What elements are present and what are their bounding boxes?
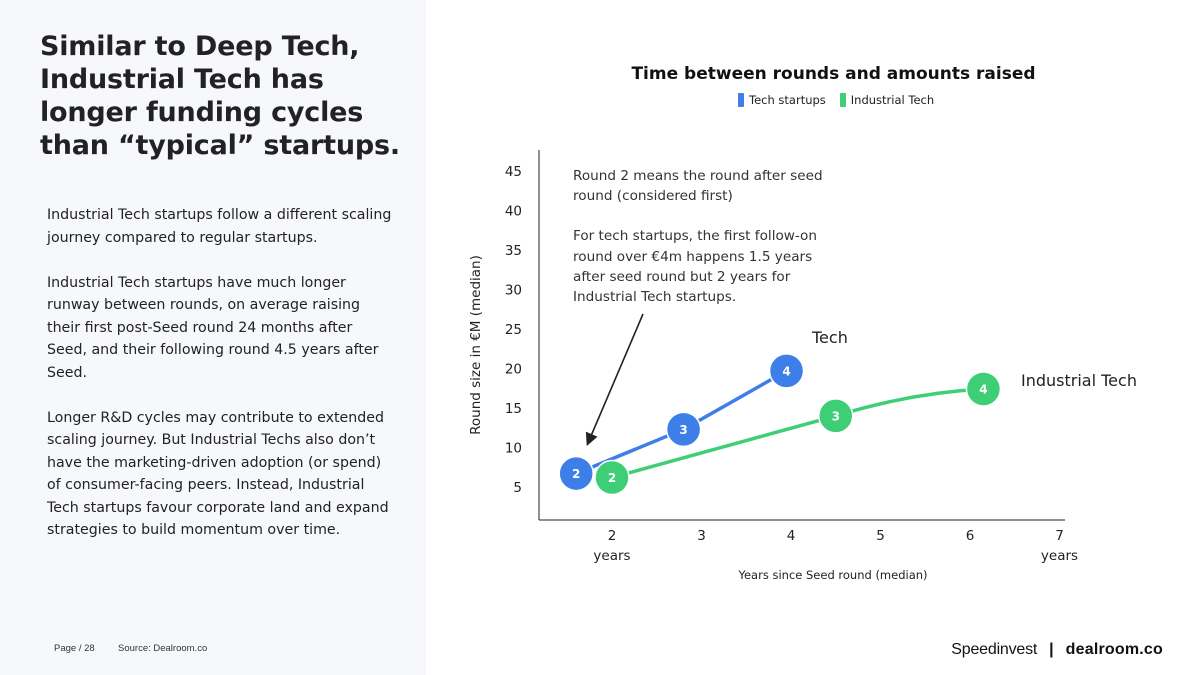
y-tick-label: 5 (513, 480, 522, 496)
data-point-label-tech: 4 (782, 364, 790, 378)
legend-swatch-industrial (839, 93, 846, 107)
x-axis-label: Years since Seed round (median) (737, 568, 927, 582)
data-point-label-industrial: 2 (608, 471, 616, 485)
data-point-tech (558, 455, 594, 492)
y-tick-label: 40 (505, 204, 522, 220)
x-tick-label: 3 (697, 528, 706, 544)
dealroom-logo: dealroom.co (1065, 641, 1163, 658)
annotation-gap (573, 206, 823, 226)
body-text: Industrial Tech startups follow a differ… (47, 204, 392, 564)
y-tick-label: 35 (505, 243, 522, 259)
legend-label-industrial: Industrial Tech (850, 93, 935, 107)
data-point-industrial (594, 459, 630, 496)
page-number: Page / 28 (54, 643, 95, 654)
y-axis-label: Round size in €M (median) (468, 255, 484, 435)
data-point-industrial (965, 371, 1002, 407)
data-point-industrial (818, 398, 854, 434)
data-point-tech (768, 353, 805, 389)
y-tick-label: 15 (505, 401, 522, 417)
annotation-line-1: Round 2 means the round after seed round… (573, 168, 823, 205)
series-end-label-industrial: Industrial Tech (1021, 371, 1137, 390)
y-tick-label: 10 (505, 441, 522, 457)
paragraph-1: Industrial Tech startups follow a differ… (47, 207, 392, 246)
x-tick-label: 5 (876, 528, 885, 544)
x-tick-label: 2 (608, 528, 617, 544)
x-tick-label: 7 (1055, 528, 1064, 544)
x-tick-unit-label: years (1041, 548, 1078, 564)
paragraph-2: Industrial Tech startups have much longe… (47, 274, 379, 381)
series-end-label-tech: Tech (811, 328, 848, 347)
legend-swatch-tech (738, 93, 744, 107)
annotation-arrow (585, 313, 644, 446)
source-note: Source: Dealroom.co (118, 643, 208, 654)
data-point-label-industrial: 4 (979, 383, 987, 397)
brand-logos: Speedinvest | dealroom.co (951, 641, 1163, 659)
data-point-label-tech: 3 (679, 423, 687, 437)
page-title: Similar to Deep Tech, Industrial Tech ha… (40, 31, 400, 161)
x-tick-labels: 2 years 3 4 5 6 7 years (593, 528, 1078, 564)
y-tick-label: 25 (505, 322, 522, 338)
speedinvest-logo: Speedinvest (951, 641, 1038, 658)
y-tick-label: 30 (505, 283, 522, 299)
x-tick-label: 4 (787, 528, 796, 544)
y-tick-label: 20 (505, 362, 522, 378)
data-point-label-industrial: 3 (832, 409, 840, 423)
chart-legend: Tech startups Industrial Tech (738, 93, 948, 107)
chart-annotation: Round 2 means the round after seed round… (573, 166, 823, 307)
data-point-label-tech: 2 (572, 467, 580, 481)
legend-item-tech: Tech startups (738, 93, 826, 107)
paragraph-3: Longer R&D cycles may contribute to exte… (47, 409, 389, 539)
annotation-line-2: For tech startups, the first follow-on r… (573, 228, 817, 306)
x-tick-label: 6 (966, 528, 975, 544)
left-panel: Similar to Deep Tech, Industrial Tech ha… (0, 0, 426, 675)
brand-separator: | (1049, 641, 1054, 658)
chart-title: Time between rounds and amounts raised (631, 64, 1036, 84)
legend-item-industrial: Industrial Tech (839, 93, 935, 107)
x-tick-unit-label: years (593, 548, 630, 564)
y-tick-labels: 5 10 15 20 25 30 35 40 45 (505, 164, 522, 496)
y-tick-label: 45 (505, 164, 522, 180)
data-point-tech (665, 411, 702, 448)
legend-label-tech: Tech startups (749, 93, 826, 107)
series-layer: 2 3 4 2 3 4 (558, 353, 1002, 496)
